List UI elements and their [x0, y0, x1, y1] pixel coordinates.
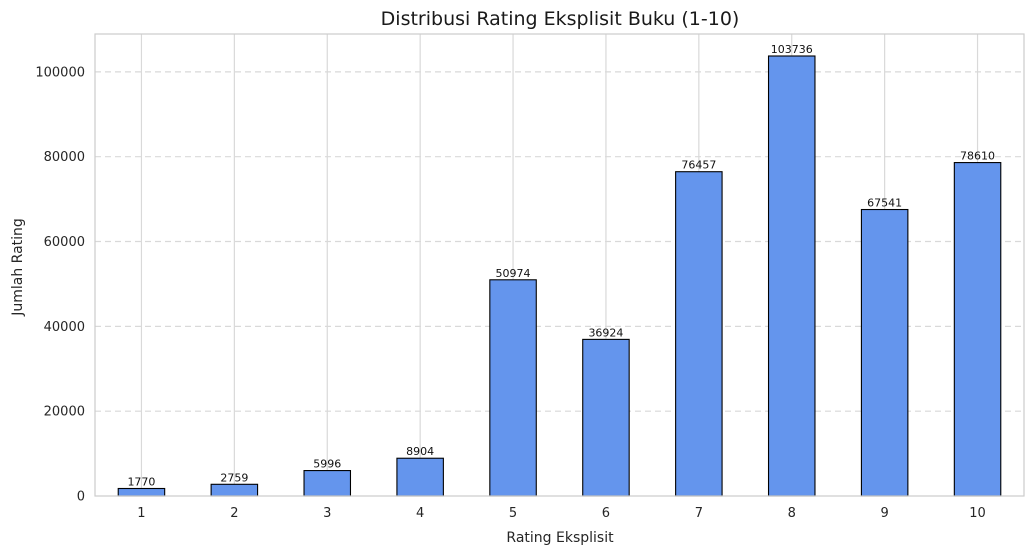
- x-tick-label: 4: [416, 506, 424, 521]
- bars: [117, 55, 1002, 497]
- data-label: 36924: [588, 326, 623, 339]
- x-tick-label: 6: [602, 506, 610, 521]
- y-tick-label: 20000: [44, 405, 85, 420]
- x-tick-label: 7: [695, 506, 703, 521]
- y-tick-label: 100000: [35, 65, 85, 80]
- bar-rating-9: [860, 208, 909, 497]
- x-tick-label: 9: [881, 506, 889, 521]
- y-tick-label: 0: [77, 490, 85, 505]
- data-label: 67541: [867, 197, 902, 210]
- y-axis-label: Jumlah Rating: [10, 218, 26, 317]
- data-label: 103736: [771, 43, 813, 56]
- plot-frame: [94, 33, 1025, 497]
- tick-labels: 0 20000 40000 60000 80000 100000 1 2 3 4 5 6 7 8 9 10: [35, 65, 985, 521]
- y-tick-label: 60000: [44, 235, 85, 250]
- bar-rating-4: [396, 457, 444, 497]
- x-tick-label: 10: [969, 506, 986, 521]
- x-tick-label: 8: [788, 506, 796, 521]
- x-tick-label: 1: [137, 506, 145, 521]
- bar-rating-5: [489, 279, 537, 497]
- x-tick-label: 5: [509, 506, 517, 521]
- y-tick-label: 40000: [44, 320, 85, 335]
- x-axis-label: Rating Eksplisit: [506, 530, 614, 546]
- bar-rating-3: [303, 470, 352, 497]
- data-label: 8904: [406, 445, 434, 458]
- x-tick-label: 2: [230, 506, 238, 521]
- data-label: 50974: [496, 267, 531, 280]
- data-label: 5996: [313, 458, 341, 471]
- chart-title: Distribusi Rating Eksplisit Buku (1-10): [381, 8, 740, 30]
- bar-rating-8: [767, 55, 816, 497]
- data-label: 76457: [681, 159, 716, 172]
- data-label: 2759: [220, 471, 248, 484]
- x-tick-label: 3: [323, 506, 331, 521]
- bar-rating-2: [210, 483, 259, 497]
- y-tick-label: 80000: [44, 150, 85, 165]
- bar-rating-10: [953, 162, 1002, 497]
- bar-rating-1: [117, 487, 166, 497]
- data-label: 1770: [127, 475, 155, 488]
- data-labels: 1770 2759 5996 8904 50974 36924 76457 103736 675…: [127, 43, 995, 488]
- bar-rating-6: [582, 338, 630, 497]
- bar-rating-7: [675, 171, 723, 497]
- data-label: 78610: [960, 150, 995, 163]
